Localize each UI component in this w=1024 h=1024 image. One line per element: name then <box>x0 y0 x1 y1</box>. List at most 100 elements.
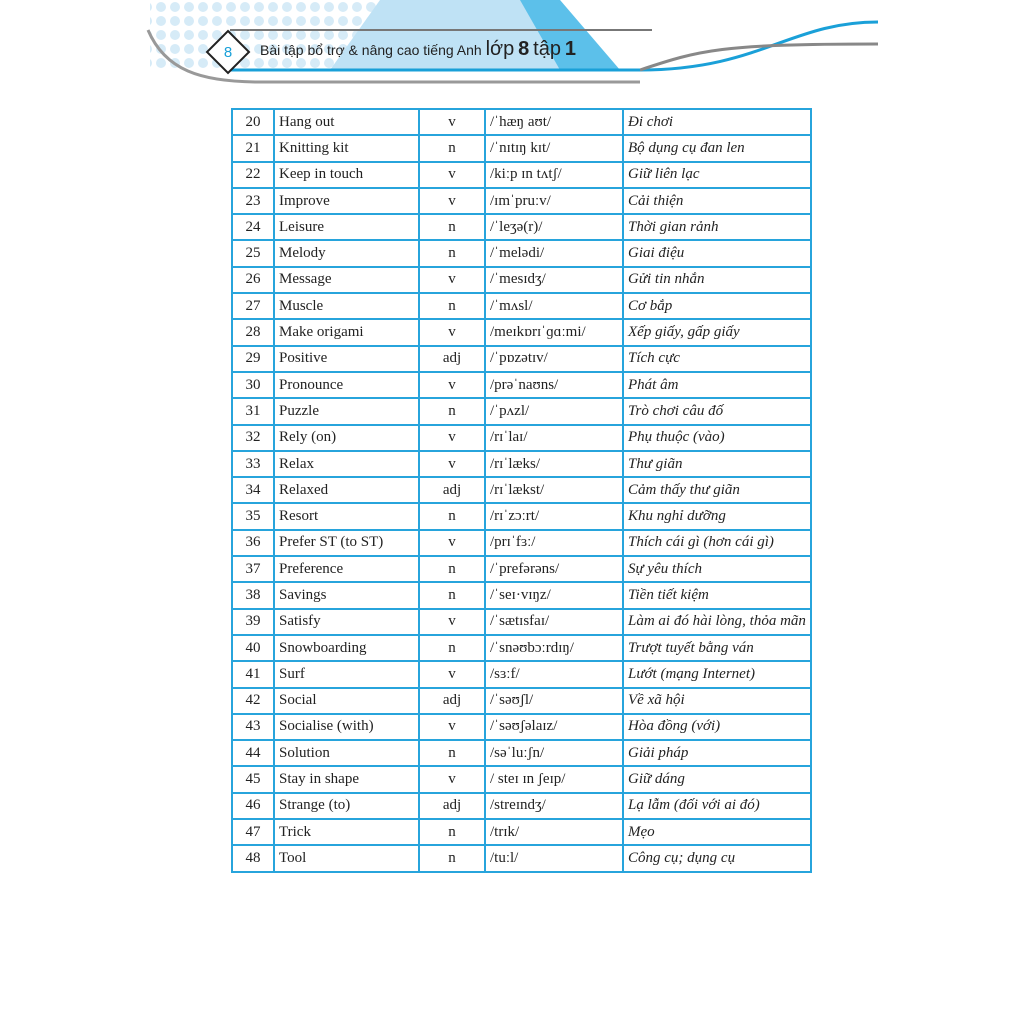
part-of-speech-cell: n <box>418 844 486 873</box>
row-number-cell: 48 <box>231 844 275 873</box>
row-number-cell: 42 <box>231 686 275 715</box>
word-cell: Knitting kit <box>273 134 420 163</box>
pronunciation-cell: /ˈpʌzl/ <box>484 397 624 426</box>
row-number-cell: 28 <box>231 318 275 347</box>
meaning-cell: Bộ dụng cụ đan len <box>622 134 812 163</box>
table-row: 47 Trick n/trɪk/Mẹo <box>231 818 812 847</box>
part-of-speech-cell: v <box>418 660 486 689</box>
title-volume-number: 1 <box>564 38 576 60</box>
table-row: 24 Leisure n/ˈleʒə(r)/Thời gian rảnh <box>231 213 812 242</box>
vocabulary-table: 20 Hang out v/ˈhæŋ aʊt/Đi chơi 21 Knitting k… <box>231 107 812 873</box>
meaning-cell: Giai điệu <box>622 239 812 268</box>
word-cell: Satisfy <box>273 607 420 636</box>
header-decoration <box>146 0 879 84</box>
row-number-cell: 47 <box>231 818 275 847</box>
table-row: 40 Snowboarding n/ˈsnəʊbɔːrdɪŋ/Trượt tuyết… <box>231 633 812 663</box>
table-row: 29 Positive adj/ˈpɒzətɪv/Tích cực <box>231 344 812 373</box>
page-header: 8 Bài tập bổ trợ & nâng cao tiếng Anh lớ… <box>0 0 1024 100</box>
part-of-speech-cell: adj <box>418 686 486 715</box>
meaning-cell: Thích cái gì (hơn cái gì) <box>622 528 812 558</box>
row-number-cell: 24 <box>231 213 275 242</box>
pronunciation-cell: /meɪkɒrɪˈɡɑːmi/ <box>484 318 624 347</box>
meaning-cell: Xếp giấy, gấp giấy <box>622 318 812 347</box>
row-number-cell: 31 <box>231 397 275 426</box>
row-number-cell: 35 <box>231 502 275 531</box>
row-number-cell: 27 <box>231 292 275 321</box>
meaning-cell: Làm ai đó hài lòng, thỏa mãn <box>622 607 812 636</box>
row-number-cell: 38 <box>231 581 275 610</box>
part-of-speech-cell: n <box>418 581 486 610</box>
table-row: 39 Satisfy v/ˈsætɪsfaɪ/Làm ai đó hài lòng,… <box>231 607 812 636</box>
part-of-speech-cell: n <box>418 739 486 768</box>
pronunciation-cell: /ɪmˈpruːv/ <box>484 186 624 216</box>
meaning-cell: Giữ dáng <box>622 765 812 794</box>
pronunciation-cell: /trɪk/ <box>484 818 624 847</box>
row-number-cell: 37 <box>231 555 275 584</box>
table-row: 36 Prefer ST (to ST) v/prɪˈfɜː/Thích cái g… <box>231 528 812 558</box>
meaning-cell: Tích cực <box>622 344 812 373</box>
meaning-cell: Trượt tuyết bằng ván <box>622 633 812 663</box>
row-number-cell: 44 <box>231 739 275 768</box>
row-number-cell: 46 <box>231 791 275 821</box>
part-of-speech-cell: adj <box>418 476 486 505</box>
word-cell: Hang out <box>273 107 420 137</box>
part-of-speech-cell: v <box>418 528 486 558</box>
word-cell: Positive <box>273 344 420 373</box>
row-number-cell: 20 <box>231 107 275 137</box>
word-cell: Pronounce <box>273 370 420 400</box>
pronunciation-cell: /ˈsnəʊbɔːrdɪŋ/ <box>484 633 624 663</box>
meaning-cell: Đi chơi <box>622 107 812 137</box>
meaning-cell: Giải pháp <box>622 739 812 768</box>
pronunciation-cell: /ˈmʌsl/ <box>484 292 624 321</box>
title-grade: lớp <box>485 38 515 60</box>
word-cell: Socialise (with) <box>273 712 420 742</box>
row-number-cell: 36 <box>231 528 275 558</box>
part-of-speech-cell: v <box>418 449 486 479</box>
meaning-cell: Trò chơi câu đố <box>622 397 812 426</box>
part-of-speech-cell: v <box>418 370 486 400</box>
part-of-speech-cell: adj <box>418 344 486 373</box>
part-of-speech-cell: v <box>418 160 486 189</box>
table-row: 46 Strange (to) adj/streɪndʒ/Lạ lẫm (đối v… <box>231 791 812 821</box>
part-of-speech-cell: n <box>418 397 486 426</box>
word-cell: Preference <box>273 555 420 584</box>
row-number-cell: 23 <box>231 186 275 216</box>
row-number-cell: 22 <box>231 160 275 189</box>
pronunciation-cell: /ˈpɒzətɪv/ <box>484 344 624 373</box>
part-of-speech-cell: adj <box>418 791 486 821</box>
part-of-speech-cell: v <box>418 765 486 794</box>
table-row: 34 Relaxed adj/rɪˈlækst/Cảm thấy thư giãn <box>231 476 812 505</box>
pronunciation-cell: /rɪˈlaɪ/ <box>484 423 624 452</box>
row-number-cell: 25 <box>231 239 275 268</box>
word-cell: Puzzle <box>273 397 420 426</box>
table-row: 37 Preference n/ˈprefərəns/Sự yêu thích <box>231 555 812 584</box>
pronunciation-cell: /prɪˈfɜː/ <box>484 528 624 558</box>
part-of-speech-cell: n <box>418 633 486 663</box>
table-row: 35 Resort n/rɪˈzɔːrt/Khu nghỉ dưỡng <box>231 502 812 531</box>
word-cell: Improve <box>273 186 420 216</box>
word-cell: Prefer ST (to ST) <box>273 528 420 558</box>
book-title: Bài tập bổ trợ & nâng cao tiếng Anh lớp … <box>260 38 576 61</box>
meaning-cell: Thời gian rảnh <box>622 213 812 242</box>
meaning-cell: Cơ bắp <box>622 292 812 321</box>
table-row: 22 Keep in touch v/kiːp ɪn tʌtʃ/Giữ liên l… <box>231 160 812 189</box>
meaning-cell: Cảm thấy thư giãn <box>622 476 812 505</box>
pronunciation-cell: /rɪˈlæks/ <box>484 449 624 479</box>
pronunciation-cell: /streɪndʒ/ <box>484 791 624 821</box>
word-cell: Stay in shape <box>273 765 420 794</box>
part-of-speech-cell: v <box>418 318 486 347</box>
word-cell: Surf <box>273 660 420 689</box>
table-row: 44 Solution n/səˈluːʃn/Giải pháp <box>231 739 812 768</box>
pronunciation-cell: /rɪˈlækst/ <box>484 476 624 505</box>
row-number-cell: 41 <box>231 660 275 689</box>
meaning-cell: Về xã hội <box>622 686 812 715</box>
word-cell: Snowboarding <box>273 633 420 663</box>
table-row: 32 Rely (on) v/rɪˈlaɪ/Phụ thuộc (vào) <box>231 423 812 452</box>
word-cell: Trick <box>273 818 420 847</box>
meaning-cell: Lướt (mạng Internet) <box>622 660 812 689</box>
meaning-cell: Lạ lẫm (đối với ai đó) <box>622 791 812 821</box>
pronunciation-cell: /səˈluːʃn/ <box>484 739 624 768</box>
word-cell: Savings <box>273 581 420 610</box>
part-of-speech-cell: v <box>418 423 486 452</box>
row-number-cell: 45 <box>231 765 275 794</box>
